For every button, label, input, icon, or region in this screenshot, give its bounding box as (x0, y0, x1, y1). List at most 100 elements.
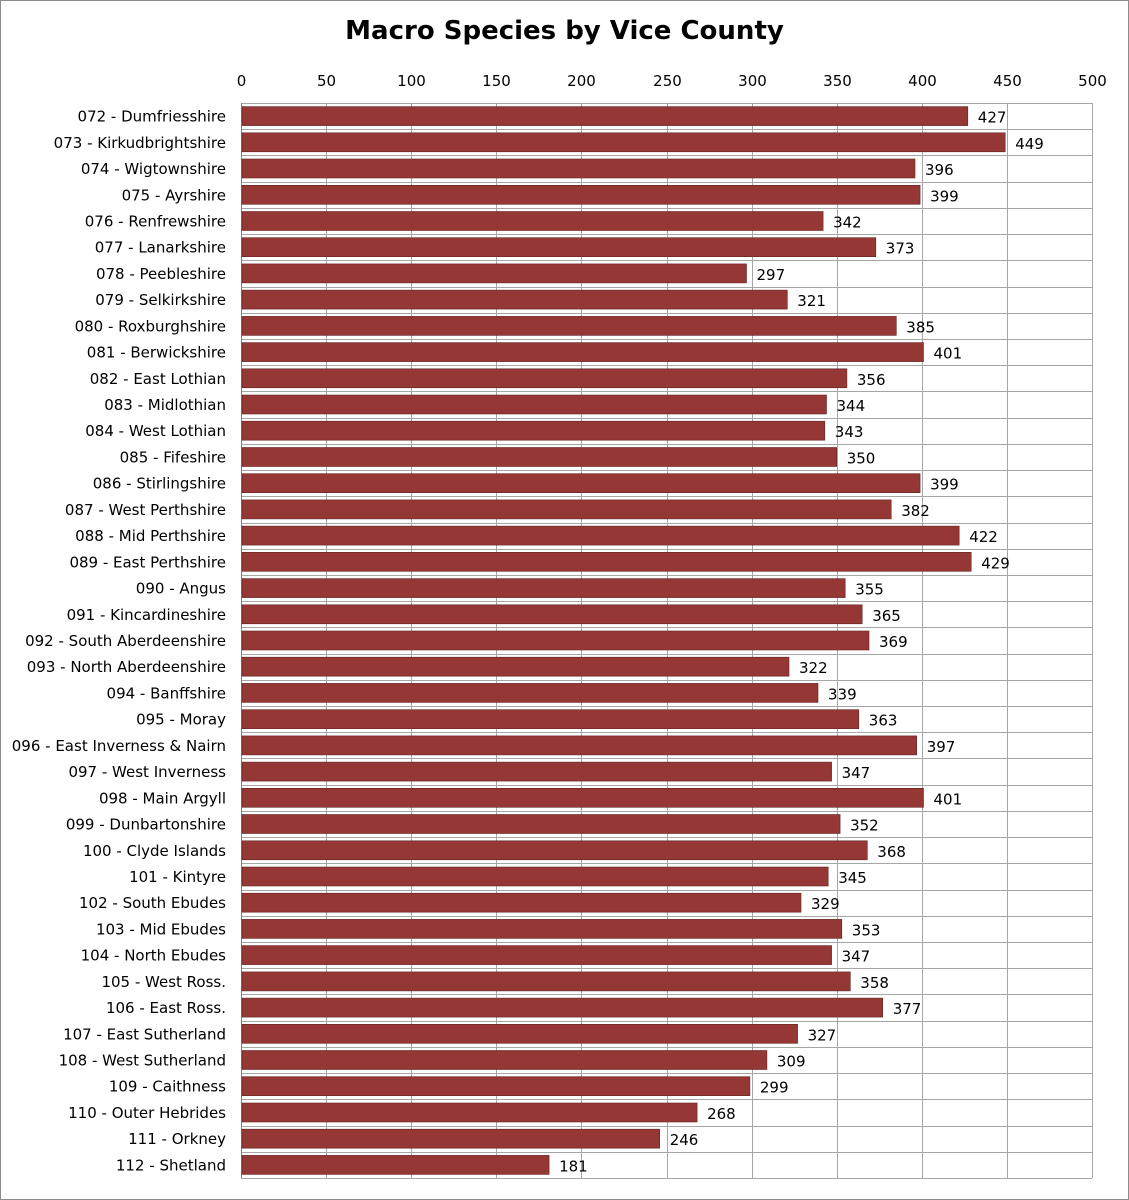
bar (241, 1155, 550, 1175)
bar (241, 316, 897, 336)
category-label: 094 - Banffshire (107, 684, 226, 702)
data-label: 343 (835, 423, 864, 441)
data-label: 352 (850, 817, 879, 835)
bar (241, 551, 972, 572)
category-label: 105 - West Ross. (101, 973, 226, 991)
category-label: 095 - Moray (136, 711, 226, 729)
bar (241, 945, 832, 965)
category-label: 096 - East Inverness & Nairn (12, 737, 226, 755)
bar (241, 735, 918, 756)
category-label: 085 - Fifeshire (120, 449, 226, 467)
category-label: 104 - North Ebudes (81, 947, 227, 965)
data-label: 322 (799, 659, 828, 677)
data-label: 342 (833, 214, 862, 232)
data-label: 345 (838, 869, 867, 887)
data-label: 355 (855, 581, 884, 599)
category-label: 078 - Peebleshire (96, 265, 226, 283)
data-label: 373 (886, 240, 915, 258)
bar (241, 971, 851, 992)
category-label: 087 - West Perthshire (65, 501, 226, 519)
x-tick-label: 450 (993, 72, 1022, 90)
bar (241, 447, 838, 467)
x-tick-label: 350 (823, 72, 852, 90)
category-label: 086 - Stirlingshire (93, 475, 226, 493)
data-label: 350 (847, 450, 876, 468)
bar (241, 237, 877, 257)
bar (241, 787, 924, 808)
x-tick-label: 150 (482, 72, 511, 90)
data-label: 399 (930, 187, 959, 205)
category-label: 090 - Angus (136, 580, 226, 598)
x-tick-label: 300 (738, 72, 767, 90)
data-label: 347 (842, 764, 871, 782)
data-label: 268 (707, 1105, 736, 1123)
category-label: 106 - East Ross. (106, 999, 226, 1017)
bar (241, 211, 824, 231)
data-label: 297 (757, 266, 786, 284)
bar (241, 840, 868, 861)
data-label: 339 (828, 685, 857, 703)
x-tick-label: 100 (397, 72, 426, 90)
data-label: 365 (872, 607, 901, 625)
bar (241, 342, 924, 362)
bar (241, 263, 747, 284)
bar (241, 919, 843, 939)
category-label: 072 - Dumfriesshire (78, 108, 226, 126)
x-tick-label: 250 (653, 72, 682, 90)
chart-title: Macro Species by Vice County (345, 16, 784, 46)
category-label: 089 - East Perthshire (69, 553, 226, 571)
category-label: 099 - Dunbartonshire (66, 816, 226, 834)
category-label: 077 - Lanarkshire (95, 239, 226, 257)
data-label: 369 (879, 633, 908, 651)
category-labels: 072 - Dumfriesshire 073 - Kirkudbrightshi… (12, 108, 226, 1175)
data-label: 347 (842, 948, 871, 966)
data-label: 385 (906, 318, 935, 336)
data-label: 368 (877, 843, 906, 861)
x-tick-label: 500 (1078, 72, 1107, 90)
data-label: 329 (811, 895, 840, 913)
category-label: 097 - West Inverness (68, 763, 226, 781)
bar (241, 1024, 798, 1044)
category-label: 088 - Mid Perthshire (75, 527, 226, 545)
bar (241, 1102, 698, 1123)
category-label: 074 - Wigtownshire (81, 160, 226, 178)
category-label: 110 - Outer Hebrides (68, 1104, 226, 1122)
bar (241, 761, 832, 782)
bar (241, 420, 826, 441)
bar (241, 578, 846, 598)
data-label: 181 (559, 1157, 588, 1175)
bars (241, 106, 1006, 1175)
data-labels: 427 449 396 399 342 373 297 321 385 401 356 344 343 3… (559, 109, 1044, 1176)
category-label: 075 - Ayrshire (122, 186, 226, 204)
data-label: 427 (978, 109, 1007, 127)
x-tick-label: 50 (317, 72, 336, 90)
data-label: 399 (930, 476, 959, 494)
category-label: 081 - Berwickshire (87, 344, 226, 362)
category-label: 079 - Selkirkshire (95, 291, 226, 309)
bar (241, 866, 829, 887)
category-label: 084 - West Lothian (85, 422, 226, 440)
category-label: 109 - Caithness (109, 1078, 226, 1096)
data-label: 377 (893, 1000, 922, 1018)
bar (241, 394, 827, 415)
category-label: 073 - Kirkudbrightshire (54, 134, 226, 152)
x-tick-label: 0 (237, 72, 247, 90)
category-label: 112 - Shetland (116, 1156, 226, 1174)
category-label: 098 - Main Argyll (99, 789, 226, 807)
bar (241, 656, 790, 677)
bar (241, 368, 848, 389)
category-label: 100 - Clyde Islands (83, 842, 226, 860)
data-label: 309 (777, 1053, 806, 1071)
bar (241, 630, 870, 651)
category-label: 091 - Kincardineshire (67, 606, 226, 624)
x-tick-label: 200 (567, 72, 596, 90)
bar (241, 604, 863, 625)
bar (241, 499, 892, 520)
category-label: 083 - Midlothian (104, 396, 226, 414)
bar (241, 158, 916, 179)
x-axis-tick-labels: 0 50 100 150 200 250 300 350 400 450 500 (237, 72, 1107, 90)
category-label: 076 - Renfrewshire (85, 213, 226, 231)
bar (241, 1128, 661, 1149)
data-label: 321 (797, 292, 826, 310)
